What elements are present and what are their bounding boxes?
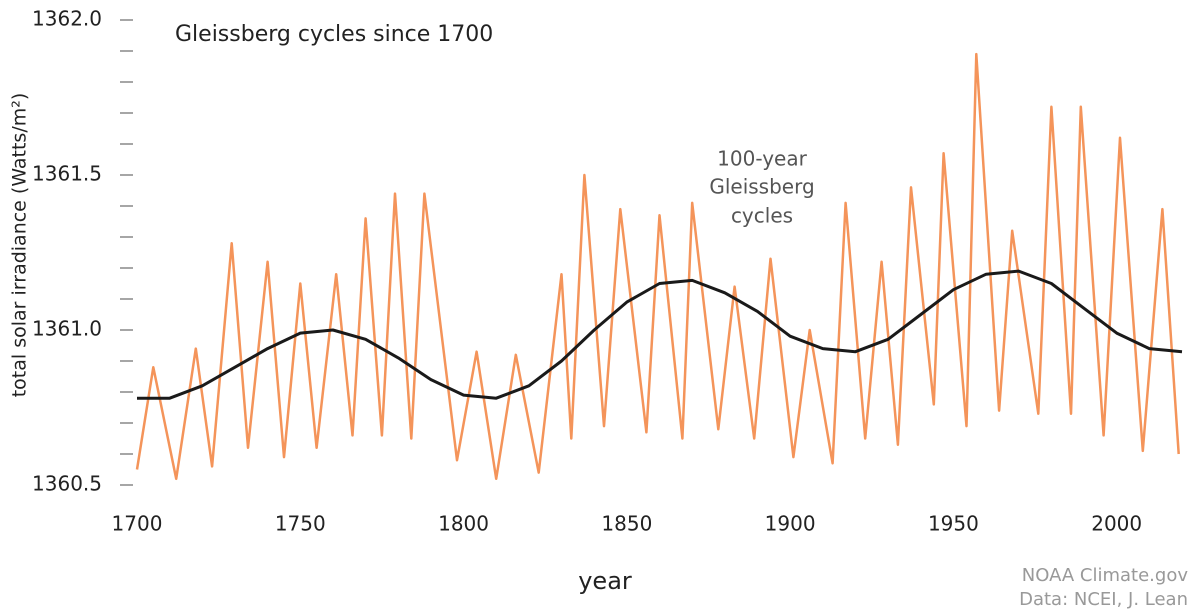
- y-tick-label: 1361.5: [32, 162, 102, 186]
- x-tick-label: 1750: [275, 512, 326, 536]
- x-tick-label: 1900: [765, 512, 816, 536]
- annotation: cycles: [731, 204, 793, 228]
- y-tick-label: 1362.0: [32, 7, 102, 31]
- annotation: 100-year: [717, 147, 807, 171]
- x-axis-label: year: [578, 567, 632, 595]
- y-axis-label: total solar irradiance (Watts/m²): [9, 93, 31, 398]
- x-tick-label: 1700: [112, 512, 163, 536]
- source: NOAA Climate.gov: [1022, 565, 1189, 586]
- series-line: [137, 269, 1183, 400]
- annotation: Gleissberg: [709, 175, 814, 199]
- chart-title: Gleissberg cycles since 1700: [175, 22, 493, 47]
- source: Data: NCEI, J. Lean: [1019, 589, 1188, 610]
- x-tick-label: 1950: [928, 512, 979, 536]
- x-tick-label: 2000: [1091, 512, 1142, 536]
- x-tick-label: 1800: [438, 512, 489, 536]
- series-line: [135, 52, 1180, 481]
- x-tick-label: 1850: [601, 512, 652, 536]
- y-tick-label: 1361.0: [32, 317, 102, 341]
- y-tick-label: 1360.5: [32, 472, 102, 496]
